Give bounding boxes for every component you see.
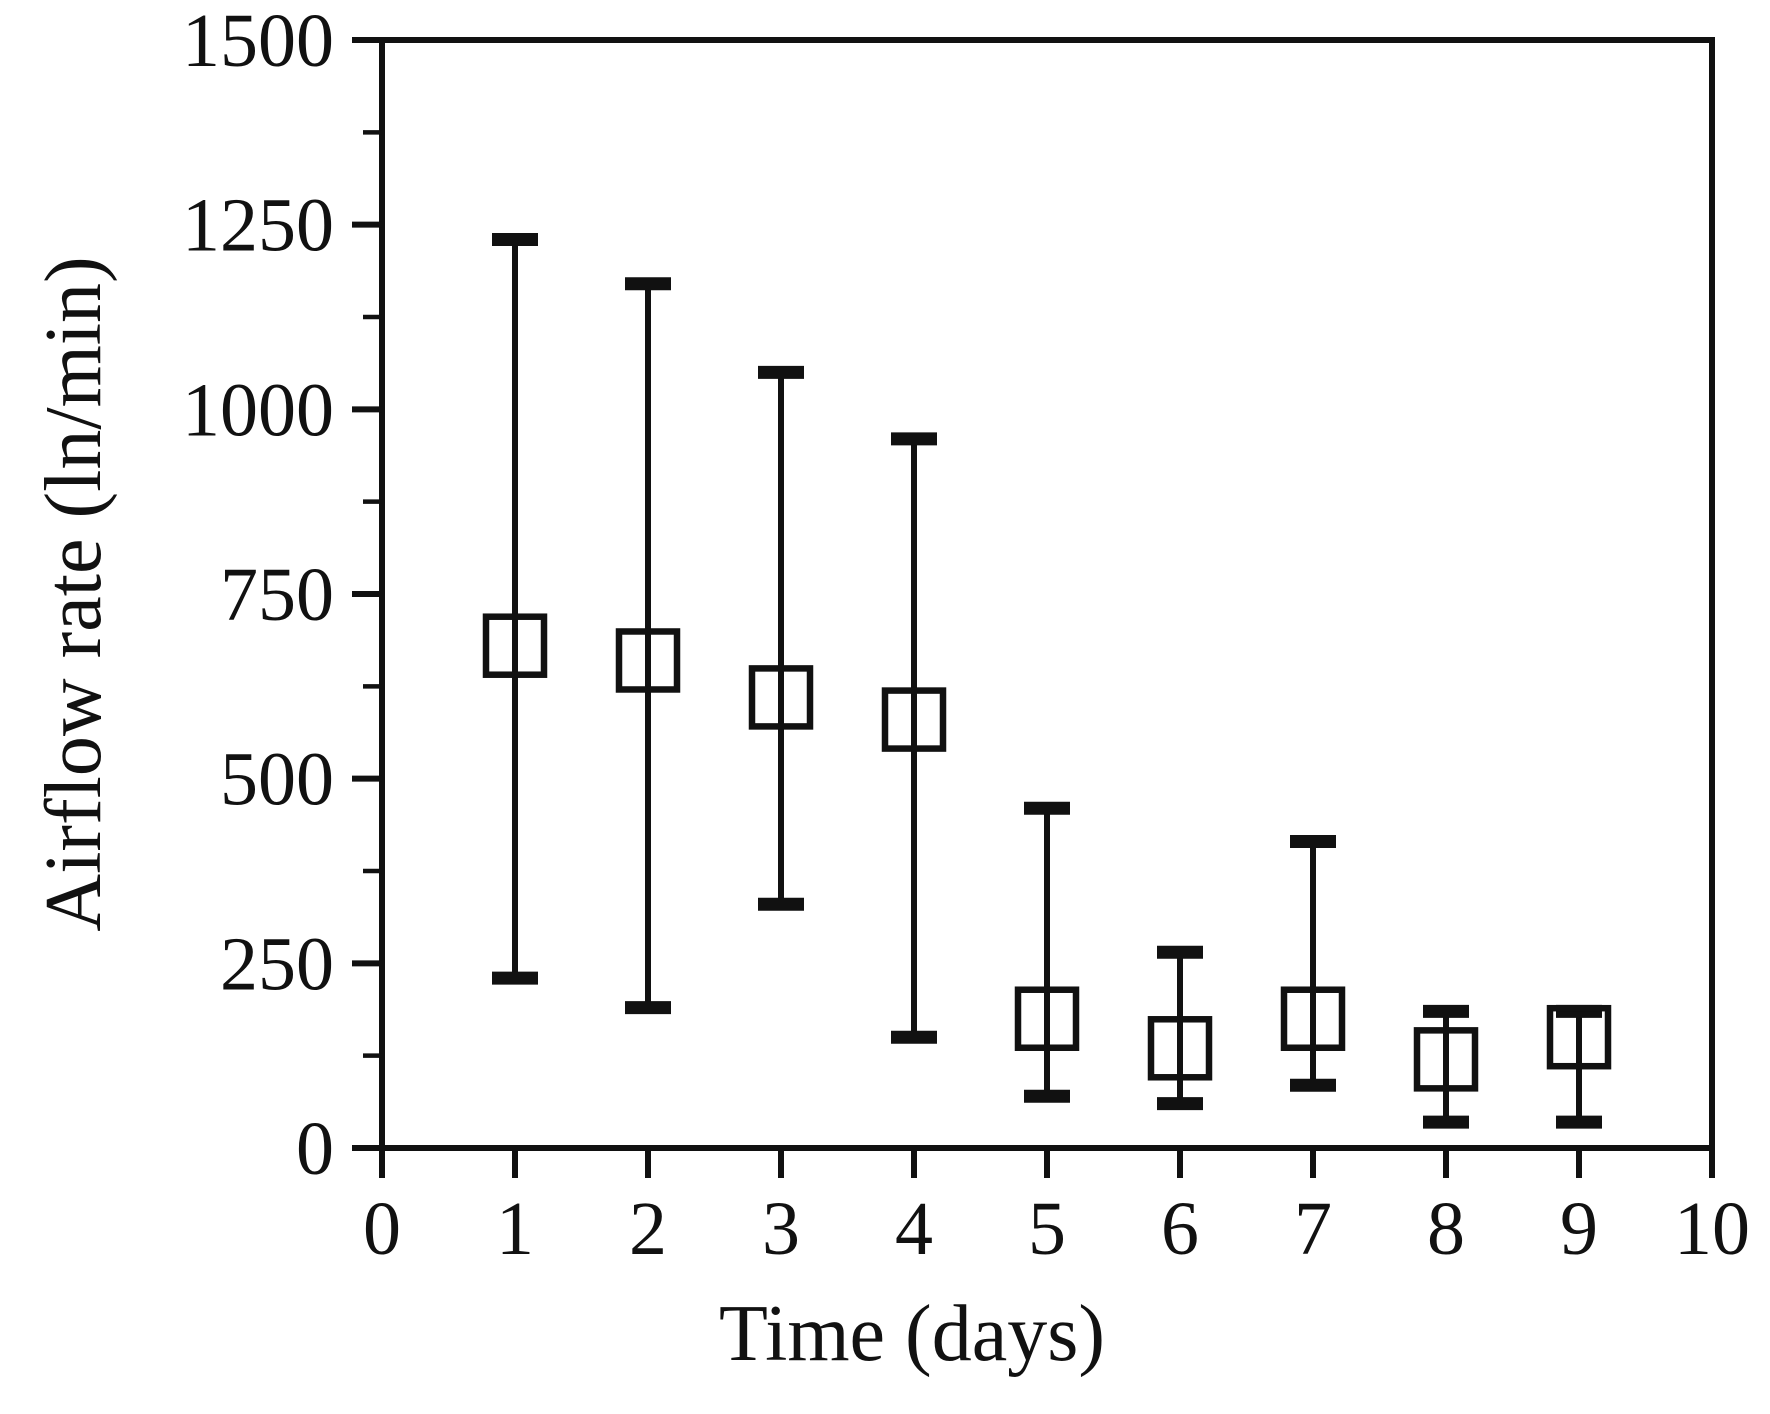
marker-square — [615, 628, 681, 693]
y-tick-label: 500 — [220, 738, 334, 822]
marker-square — [748, 665, 814, 730]
x-axis-title: Time (days) — [719, 1290, 1105, 1378]
x-tick-label: 6 — [1161, 1187, 1199, 1271]
x-tick-label: 8 — [1427, 1187, 1465, 1271]
y-tick-label: 250 — [220, 922, 334, 1006]
x-tick-label: 9 — [1560, 1187, 1598, 1271]
marker-square — [1413, 1027, 1479, 1092]
marker-square — [1014, 986, 1080, 1051]
y-axis-title: Airflow rate (ln/min) — [30, 256, 118, 931]
marker-square — [482, 613, 548, 678]
x-tick-label: 0 — [363, 1187, 401, 1271]
marker-square — [1546, 1004, 1612, 1070]
y-tick-label: 1000 — [182, 368, 334, 452]
x-tick-label: 4 — [895, 1187, 933, 1271]
x-tick-label: 7 — [1294, 1187, 1332, 1271]
y-tick-label: 1250 — [182, 184, 334, 268]
marker-square — [1280, 986, 1346, 1051]
x-tick-label: 2 — [629, 1187, 667, 1271]
x-tick-label: 1 — [496, 1187, 534, 1271]
y-tick-label: 750 — [220, 553, 334, 637]
y-tick-label: 0 — [296, 1107, 334, 1191]
marker-square — [881, 687, 947, 752]
x-tick-label: 3 — [762, 1187, 800, 1271]
x-tick-label: 5 — [1028, 1187, 1066, 1271]
chart-render-layer: 0 250 500 750 1000 1250 1500 0 1 2 3 4 5 6 7 8 9 10 — [182, 0, 1750, 1271]
marker-square — [1147, 1016, 1213, 1081]
x-tick-label: 10 — [1674, 1187, 1750, 1271]
y-tick-label: 1500 — [182, 0, 334, 83]
